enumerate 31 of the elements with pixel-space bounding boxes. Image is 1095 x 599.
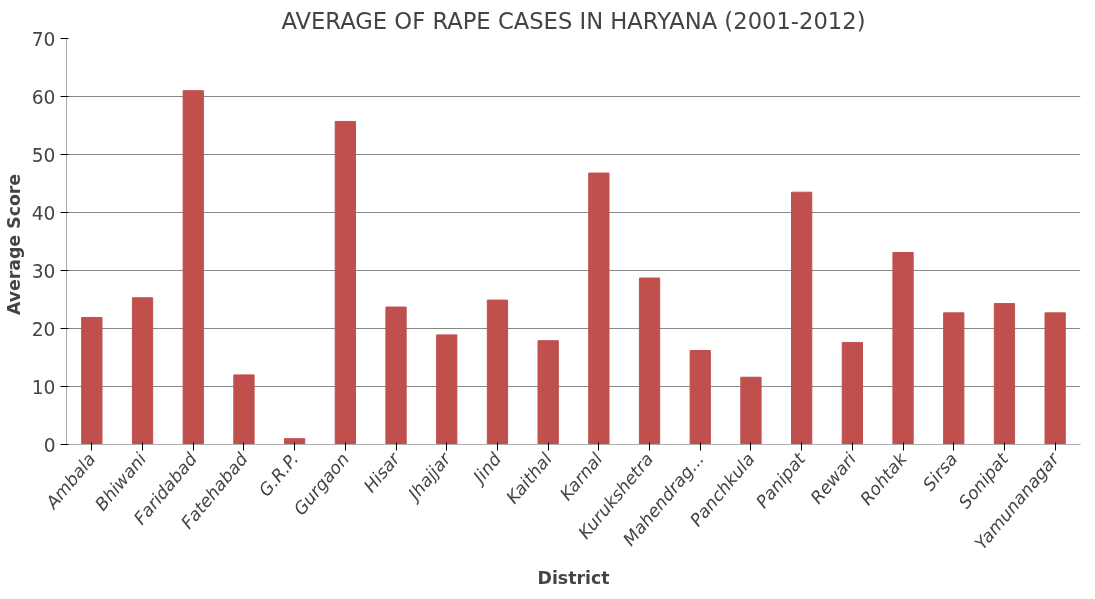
bar xyxy=(892,252,914,445)
bar xyxy=(131,297,154,445)
y-tick-label: 10 xyxy=(31,376,56,398)
bar xyxy=(841,341,863,445)
bar xyxy=(182,90,204,445)
bar xyxy=(588,172,610,445)
bar xyxy=(334,120,356,445)
bar xyxy=(993,303,1016,445)
y-tick-label: 60 xyxy=(31,86,56,108)
bar xyxy=(284,438,306,445)
bar xyxy=(689,350,711,445)
y-tick-label: 0 xyxy=(43,434,56,456)
bar xyxy=(385,306,407,445)
bar xyxy=(81,316,103,445)
y-axis-title: Average Score xyxy=(3,173,24,316)
x-axis-title: District xyxy=(537,567,610,588)
chart-title: AVERAGE OF RAPE CASES IN HARYANA (2001-2012) xyxy=(281,7,866,34)
bar xyxy=(791,191,813,445)
bar xyxy=(740,376,762,445)
bar xyxy=(436,334,458,445)
bar xyxy=(486,299,509,445)
y-tick-label: 30 xyxy=(31,260,56,282)
y-tick-label: 20 xyxy=(31,318,56,340)
bar xyxy=(943,312,965,445)
bar xyxy=(638,277,661,445)
y-tick-label: 50 xyxy=(31,144,56,166)
bar xyxy=(1044,312,1066,445)
y-tick-label: 70 xyxy=(31,28,56,50)
y-tick-label: 40 xyxy=(31,202,56,224)
bar xyxy=(537,340,559,445)
bar xyxy=(233,374,255,445)
